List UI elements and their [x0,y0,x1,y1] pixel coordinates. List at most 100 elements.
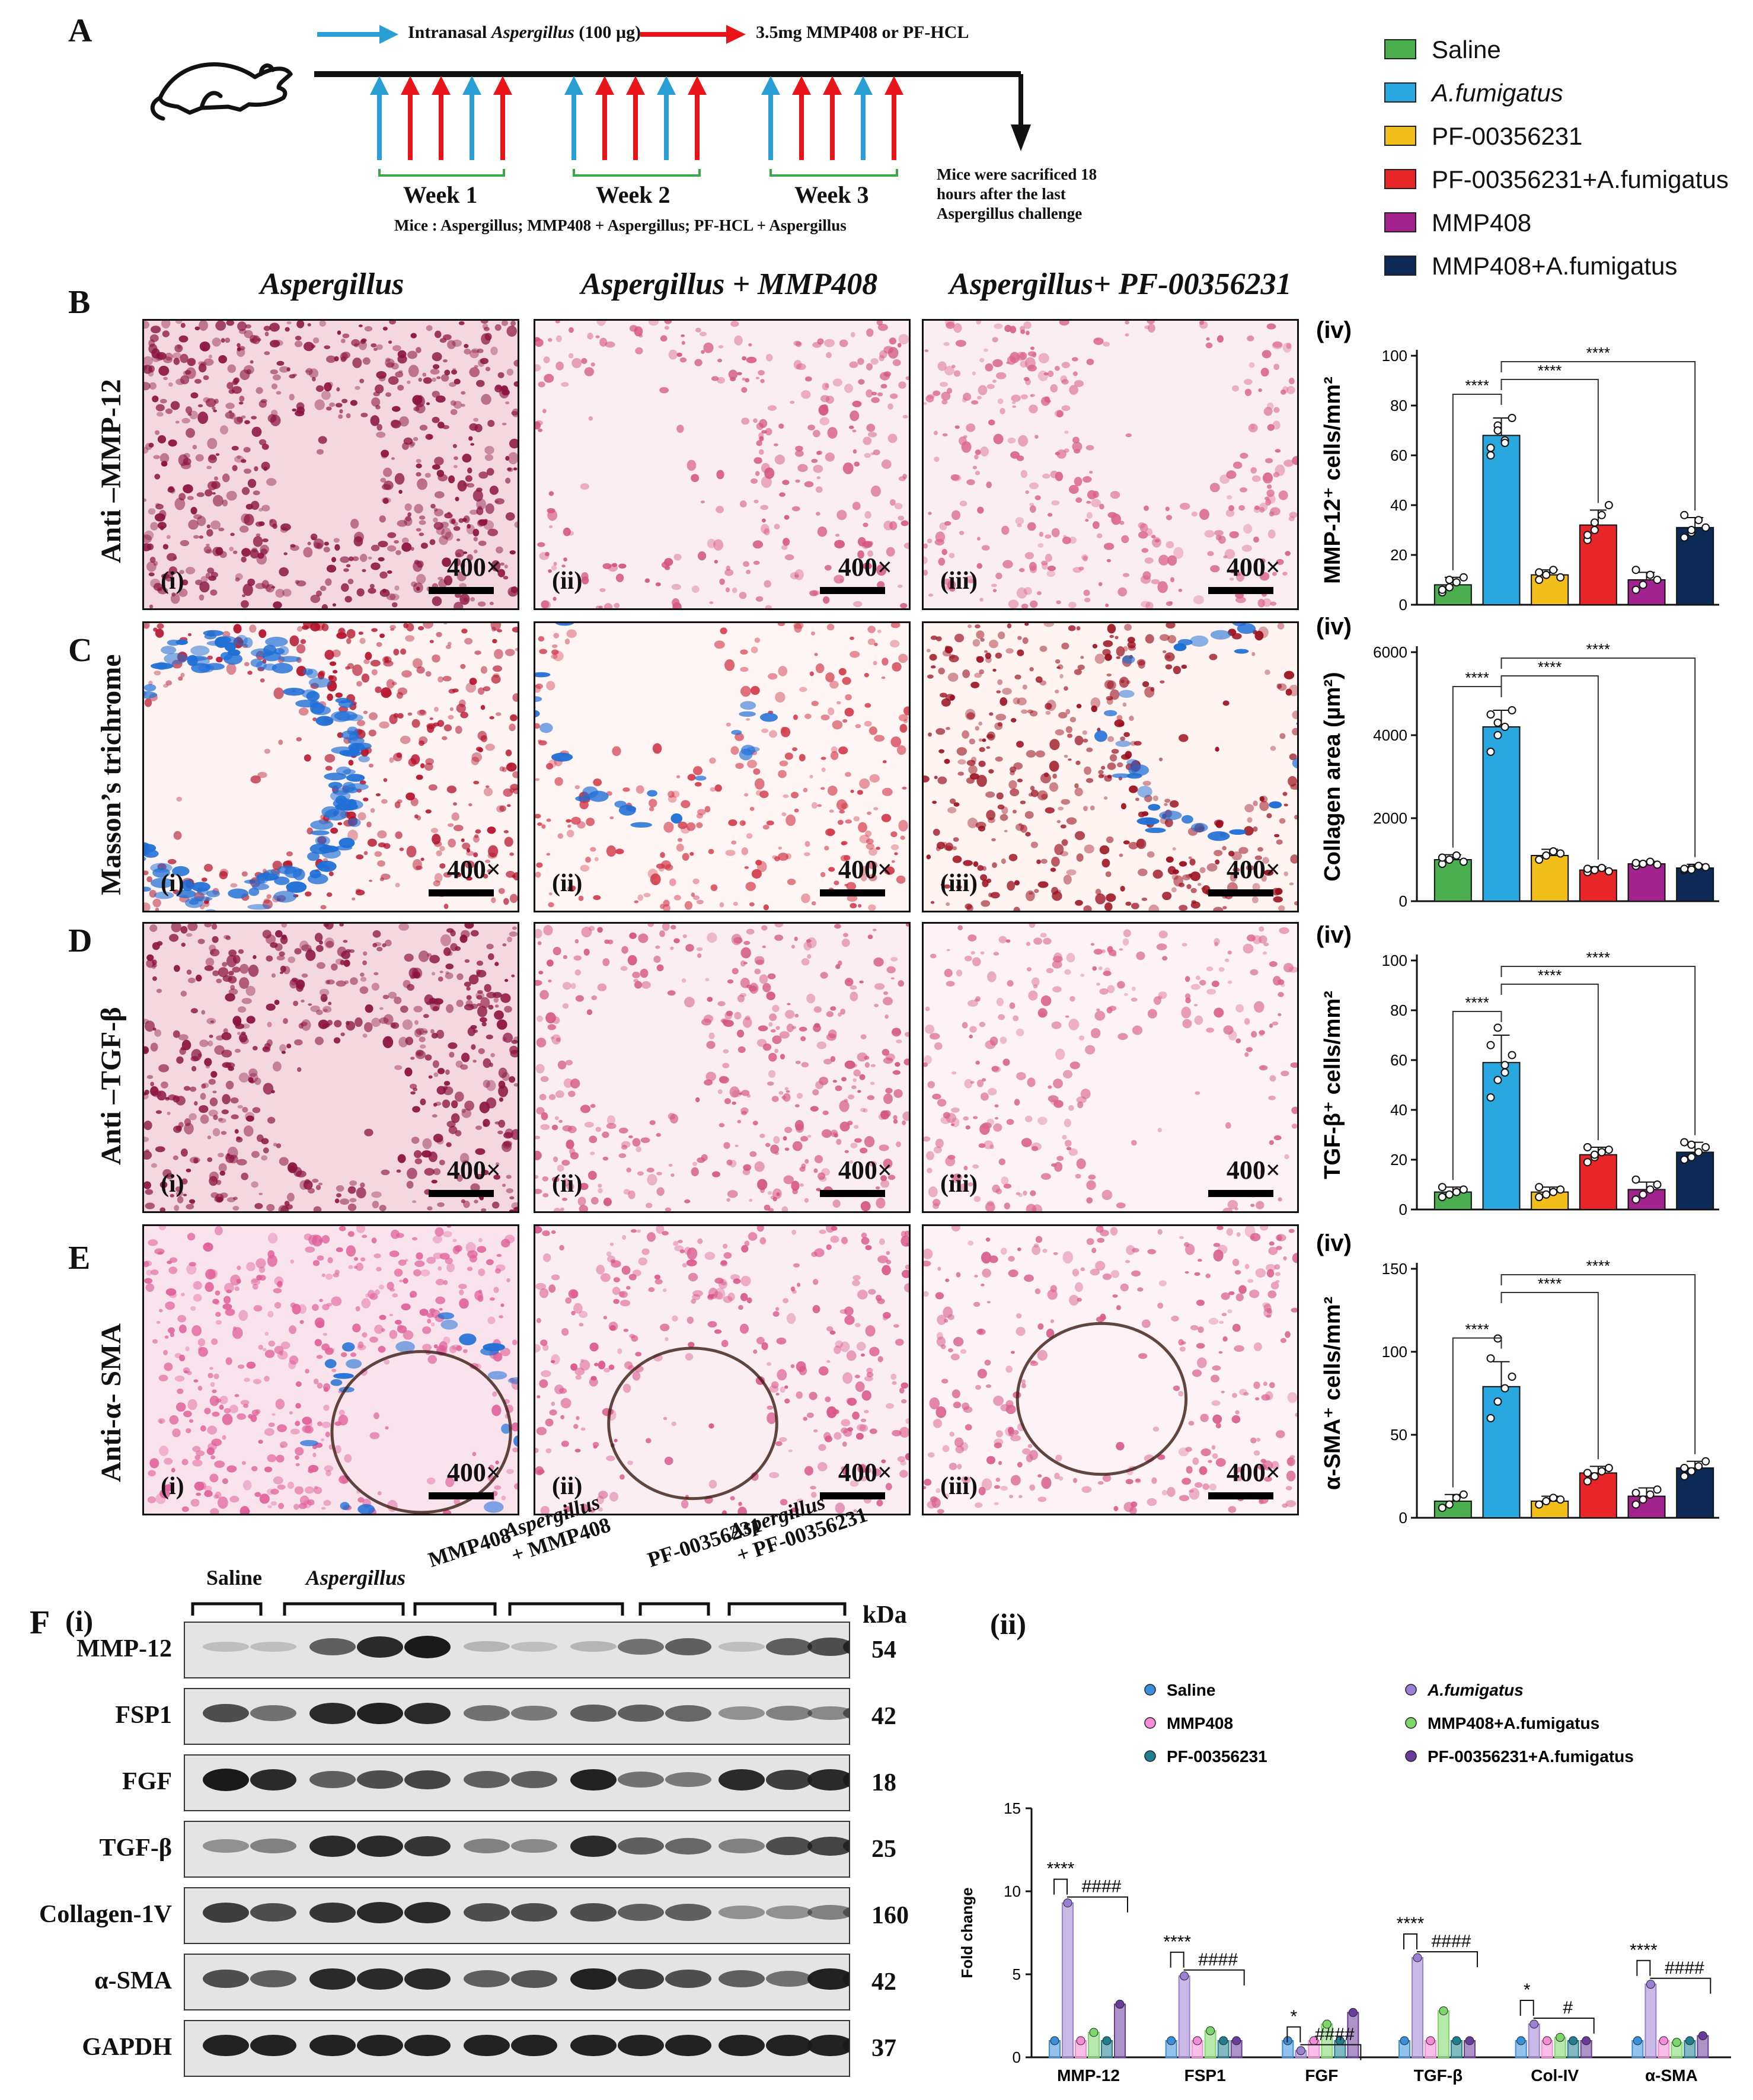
panel-roman-label: (ii) [552,870,583,897]
tissue-cell [868,874,877,882]
tissue-cell [246,369,251,374]
tissue-cell [393,752,403,762]
tissue-cell [976,1328,986,1335]
tissue-cell [927,1167,933,1173]
tissue-cell [772,1035,782,1044]
tissue-cell [1282,792,1288,796]
tissue-cell [539,990,549,1000]
tissue-cell [447,340,456,349]
tissue-cell [1113,1505,1119,1511]
tissue-cell [873,449,880,455]
tissue-cell [316,1009,323,1016]
tissue-cell [1042,1248,1048,1253]
tissue-cell [986,1456,995,1464]
tissue-cell [229,1405,238,1413]
tissue-cell [395,831,403,840]
tissue-cell [263,1083,274,1095]
tissue-cell [1167,866,1176,875]
tissue-cell [813,1006,822,1013]
tissue-cell [422,1326,432,1334]
tissue-cell [774,454,786,465]
tissue-cell [815,663,825,674]
tissue-cell [902,1111,909,1121]
tissue-cell [464,344,469,349]
tissue-cell [378,375,386,382]
tissue-cell [398,924,409,931]
tissue-cell [336,1193,341,1198]
tissue-cell [257,338,261,342]
tissue-cell [433,1344,438,1349]
tissue-cell [989,712,994,716]
tissue-cell [886,966,896,974]
tissue-cell [381,1169,390,1176]
tissue-cell [219,871,228,879]
tissue-cell [376,946,383,952]
tissue-cell [154,1029,162,1037]
tissue-cell [272,523,277,529]
tissue-cell [389,624,397,630]
tissue-cell [509,1076,516,1083]
tissue-cell [973,861,979,867]
tissue-cell [199,1105,209,1113]
tissue-cell [234,1129,239,1134]
tissue-cell [307,947,312,952]
tissue-cell [827,829,835,837]
collagen-stain [625,806,637,812]
tissue-cell [656,1187,665,1196]
tissue-cell [251,426,262,437]
tissue-cell [173,1155,178,1160]
tissue-cell [410,1091,416,1095]
tissue-cell [817,804,822,807]
tissue-cell [993,433,1004,445]
tissue-texture [144,321,518,608]
tissue-cell [232,1205,240,1211]
tissue-cell [1068,602,1077,608]
tissue-cell [867,934,873,940]
tissue-cell [1166,515,1173,521]
drug-arrowhead [688,76,707,95]
tissue-cell [976,395,982,400]
tissue-cell [971,400,979,405]
tissue-cell [757,1179,768,1191]
tissue-cell [1011,394,1021,402]
tissue-cell [814,653,818,656]
collagen-stain [1103,710,1117,717]
tissue-cell [468,974,479,985]
tissue-cell [595,335,600,339]
tissue-cell [1058,806,1064,810]
legend-swatch [1384,169,1416,189]
tissue-cell [387,570,392,574]
tissue-cell [553,1156,558,1163]
tissue-cell [570,982,576,990]
tissue-cell [325,578,332,586]
tissue-cell [205,1065,210,1069]
tissue-cell [375,793,381,797]
tissue-cell [854,1138,862,1143]
tissue-cell [237,1006,247,1013]
tissue-cell [661,860,671,870]
tissue-cell [735,1144,739,1147]
tissue-cell [1278,992,1284,997]
tissue-cell [1030,394,1036,397]
tissue-cell [1274,834,1280,838]
tissue-cell [433,1102,438,1107]
tissue-cell [444,513,453,519]
sacrifice-note: Mice were sacrificed 18 hours after the … [937,165,1097,222]
tissue-cell [1104,902,1113,911]
tissue-cell [792,1188,798,1195]
tissue-cell [1052,773,1057,779]
tissue-cell [985,1237,991,1242]
tissue-cell [494,1485,502,1490]
collagen-stain [614,800,627,808]
tissue-cell [649,806,654,812]
tissue-cell [506,1175,512,1179]
tissue-cell [988,1088,997,1096]
tissue-cell [887,433,898,443]
tissue-cell [453,526,461,531]
tissue-cell [205,549,213,554]
tissue-cell [337,822,343,825]
tissue-cell [258,1345,263,1350]
tissue-cell [474,650,481,655]
tissue-cell [1215,859,1220,865]
tissue-cell [316,962,325,969]
